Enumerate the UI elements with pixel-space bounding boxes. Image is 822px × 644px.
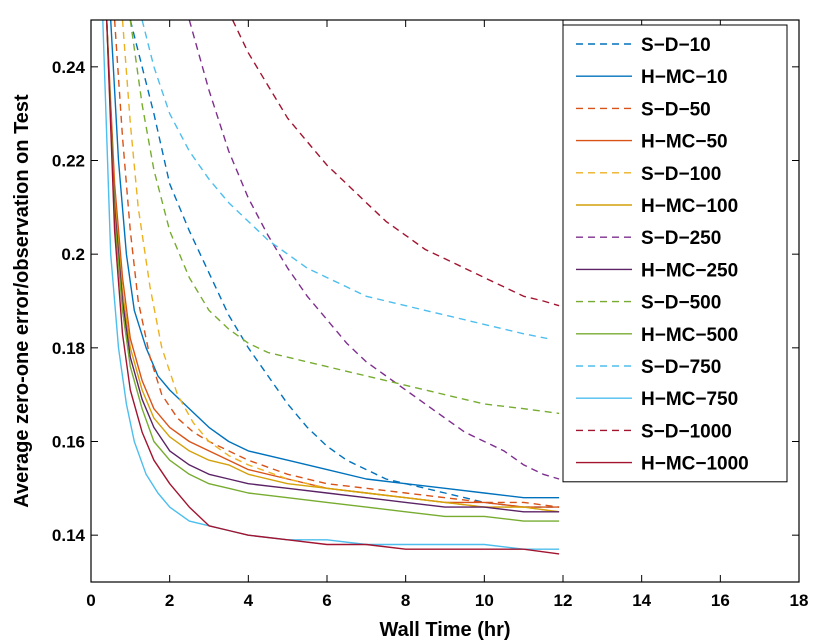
series-line-s-d-50 <box>113 20 560 508</box>
series-line-s-d-750 <box>141 20 548 340</box>
series-line-s-d-500 <box>129 20 560 415</box>
legend-label-h-mc-250: H−MC−250 <box>641 260 738 281</box>
legend-label-h-mc-50: H−MC−50 <box>641 132 728 153</box>
x-tick-label: 12 <box>554 591 573 610</box>
legend-label-s-d-50: S−D−50 <box>641 99 711 120</box>
series-group <box>102 20 560 555</box>
y-tick-label: 0.22 <box>52 152 85 171</box>
x-tick-label: 0 <box>86 591 95 610</box>
legend-label-s-d-250: S−D−250 <box>641 228 721 249</box>
x-tick-label: 8 <box>401 591 410 610</box>
x-tick-label: 16 <box>711 591 730 610</box>
legend-label-h-mc-1000: H−MC−1000 <box>641 454 749 475</box>
legend-label-s-d-1000: S−D−1000 <box>641 421 732 442</box>
legend-label-h-mc-100: H−MC−100 <box>641 196 738 217</box>
legend-label-s-d-10: S−D−10 <box>641 35 711 56</box>
series-line-h-mc-500 <box>106 20 560 522</box>
series-line-h-mc-10 <box>110 20 560 499</box>
x-tick-label: 18 <box>790 591 809 610</box>
legend-box <box>562 24 788 483</box>
series-line-h-mc-1000 <box>106 20 560 555</box>
x-tick-label: 6 <box>322 591 331 610</box>
legend-label-s-d-100: S−D−100 <box>641 164 721 185</box>
y-tick-label: 0.14 <box>52 526 86 545</box>
series-line-h-mc-250 <box>106 20 560 513</box>
x-axis-label: Wall Time (hr) <box>379 619 510 641</box>
series-line-s-d-250 <box>188 20 560 480</box>
y-tick-label: 0.2 <box>61 245 85 264</box>
x-tick-label: 2 <box>165 591 174 610</box>
legend-label-s-d-500: S−D−500 <box>641 293 721 314</box>
y-axis-label: Average zero-one error/observation on Te… <box>11 94 33 508</box>
axes-box <box>90 19 800 583</box>
y-tick-label: 0.24 <box>52 58 86 77</box>
x-tick-label: 14 <box>632 591 651 610</box>
legend-label-s-d-750: S−D−750 <box>641 357 721 378</box>
legend-label-h-mc-500: H−MC−500 <box>641 325 738 346</box>
x-tick-label: 4 <box>244 591 254 610</box>
legend-label-h-mc-10: H−MC−10 <box>641 67 728 88</box>
series-line-h-mc-100 <box>106 20 560 513</box>
x-tick-label: 10 <box>475 591 494 610</box>
y-tick-label: 0.18 <box>52 339 85 358</box>
legend-label-h-mc-750: H−MC−750 <box>641 389 738 410</box>
series-line-s-d-1000 <box>231 20 560 307</box>
series-line-s-d-10 <box>129 20 560 508</box>
y-tick-label: 0.16 <box>52 433 85 452</box>
legend: S−D−10 H−MC−10 S−D−50 H−MC−50 S−D−100 H−MC−10… <box>562 24 788 483</box>
